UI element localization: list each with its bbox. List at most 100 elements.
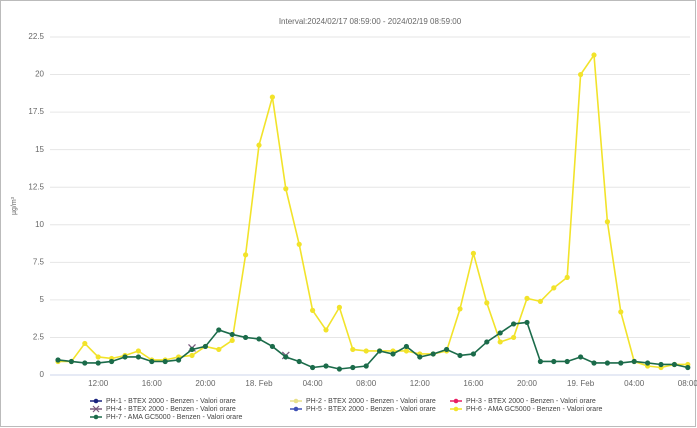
y-tick-label: 22.5: [28, 32, 44, 41]
legend-label: PH-7 - AMA GC5000 - Benzen - Valori orar…: [106, 414, 243, 421]
legend-label: PH-2 - BTEX 2000 - Benzen - Valori orare: [306, 398, 436, 405]
point: [510, 321, 517, 327]
point: [578, 71, 584, 78]
point: [296, 358, 302, 365]
point: [645, 360, 651, 366]
point: [82, 360, 88, 366]
point: [122, 354, 128, 360]
x-tick-label: 18. Feb: [245, 379, 273, 388]
x-tick-label: 19. Feb: [567, 379, 595, 388]
point: [229, 337, 235, 344]
point: [109, 358, 115, 365]
point: [189, 346, 195, 353]
point: [510, 334, 517, 341]
y-tick-label: 2.5: [33, 333, 45, 342]
point: [350, 346, 356, 353]
point: [551, 358, 557, 365]
x-tick-label: 20:00: [517, 379, 538, 388]
y-tick-label: 7.5: [33, 257, 45, 266]
point: [135, 354, 141, 360]
point: [95, 360, 101, 366]
point: [323, 327, 329, 333]
x-tick-label: 08:00: [678, 379, 697, 388]
legend-label: PH-6 - AMA GC5000 - Benzen - Valori orar…: [466, 406, 603, 413]
x-tick-label: 04:00: [624, 379, 645, 388]
point: [363, 348, 369, 354]
y-tick-label: 20: [35, 70, 44, 79]
x-tick-label: 08:00: [356, 379, 377, 388]
point: [162, 358, 168, 365]
point: [176, 357, 182, 363]
point: [149, 358, 155, 365]
point: [658, 361, 664, 368]
point: [430, 351, 436, 357]
x-tick-label: 20:00: [195, 379, 216, 388]
y-tick-label: 12.5: [28, 182, 44, 191]
point: [377, 348, 383, 354]
legend-label: PH-1 - BTEX 2000 - Benzen - Valori orare: [106, 398, 236, 405]
point: [444, 346, 450, 353]
x-tick-label: 12:00: [88, 379, 109, 388]
y-tick-label: 10: [35, 220, 44, 229]
legend-marker: [93, 414, 99, 420]
point: [484, 339, 490, 345]
point: [578, 354, 584, 360]
point: [403, 343, 409, 350]
point: [484, 300, 490, 306]
point: [243, 252, 249, 258]
y-tick-label: 5: [40, 295, 45, 304]
point: [457, 306, 463, 312]
point: [216, 346, 222, 353]
point: [216, 327, 222, 333]
point: [229, 331, 235, 338]
point: [470, 250, 476, 256]
point: [417, 354, 423, 360]
point: [537, 298, 544, 304]
point: [336, 304, 342, 310]
legend-label: PH-4 - BTEX 2000 - Benzen - Valori orare: [106, 406, 236, 413]
y-tick-label: 0: [40, 370, 45, 379]
legend-marker: [293, 398, 299, 404]
point: [470, 351, 476, 357]
point: [243, 334, 249, 341]
y-axis-label: µg/m³: [11, 196, 18, 215]
legend-marker: [293, 406, 299, 412]
x-tick-label: 04:00: [303, 379, 324, 388]
point: [631, 358, 637, 365]
point: [604, 219, 611, 225]
point: [403, 348, 409, 354]
point: [310, 364, 316, 371]
point: [82, 340, 88, 347]
point: [283, 354, 289, 360]
point: [310, 307, 316, 314]
x-tick-label: 16:00: [142, 379, 163, 388]
point: [256, 336, 262, 342]
point: [497, 330, 503, 336]
point: [336, 366, 342, 372]
point: [363, 363, 369, 369]
point: [323, 363, 329, 369]
point: [524, 295, 530, 301]
point: [350, 364, 356, 371]
point: [95, 354, 101, 360]
legend-marker: [92, 405, 100, 413]
point: [537, 358, 544, 365]
legend-marker: [453, 406, 459, 412]
point: [551, 285, 557, 291]
legend-label: PH-3 - BTEX 2000 - Benzen - Valori orare: [466, 398, 596, 405]
y-tick-label: 15: [35, 145, 44, 154]
point: [283, 186, 289, 192]
point: [685, 364, 691, 371]
point: [497, 339, 503, 345]
point: [135, 348, 141, 354]
point: [604, 360, 611, 366]
y-tick-label: 17.5: [28, 107, 44, 116]
x-tick-label: 16:00: [463, 379, 484, 388]
point: [202, 343, 208, 350]
legend-marker: [453, 398, 459, 404]
point: [591, 360, 597, 366]
point: [564, 274, 570, 280]
point: [269, 343, 275, 350]
x-tick-label: 12:00: [410, 379, 431, 388]
